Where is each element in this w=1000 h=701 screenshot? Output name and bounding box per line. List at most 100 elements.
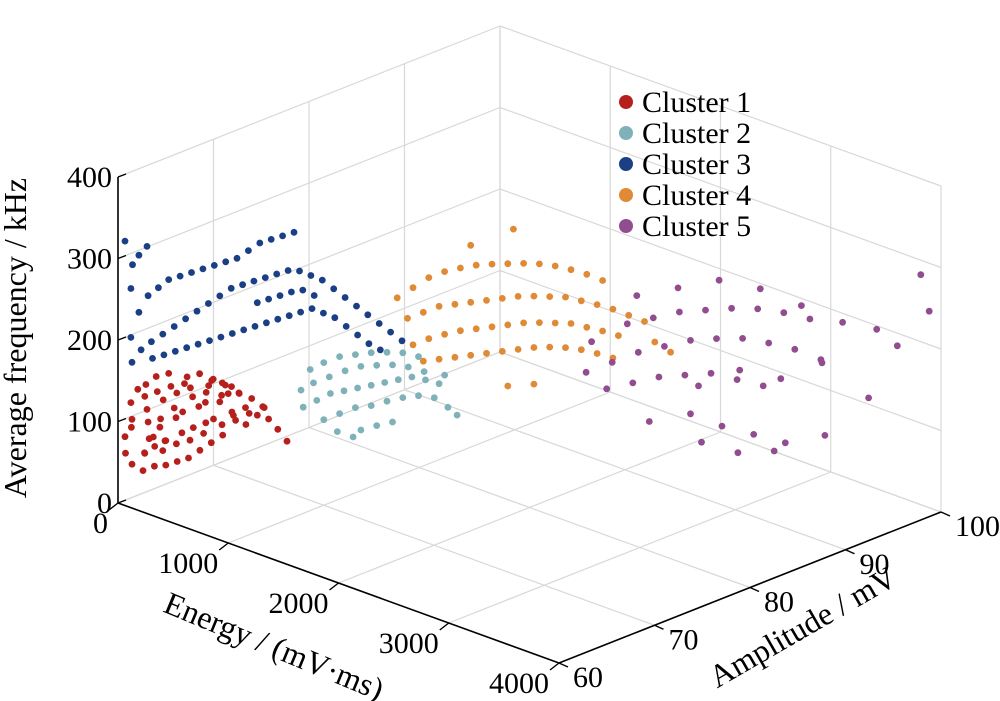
data-point: [599, 277, 606, 284]
data-point: [128, 358, 136, 366]
data-point: [170, 404, 178, 412]
y-tick-label: 80: [764, 586, 794, 619]
data-point: [137, 346, 145, 354]
data-point: [250, 277, 258, 285]
data-point: [393, 294, 401, 302]
data-point: [435, 380, 443, 388]
data-point: [288, 288, 295, 296]
data-point: [189, 393, 197, 401]
data-point: [216, 292, 224, 300]
y-tick-mark: [940, 511, 951, 517]
grid-floor-y: [404, 389, 846, 551]
data-point: [121, 433, 129, 441]
data-point: [389, 361, 396, 369]
data-point: [488, 323, 496, 331]
grid-side-z: [117, 106, 501, 260]
legend-label: Cluster 2: [642, 117, 751, 150]
data-point: [228, 330, 236, 337]
data-point: [687, 337, 694, 344]
data-point: [127, 285, 135, 292]
x-tick-label: 3000: [379, 627, 439, 660]
data-point: [357, 363, 365, 370]
data-point: [251, 323, 259, 330]
data-point: [151, 443, 159, 450]
data-point: [780, 309, 788, 317]
data-point: [777, 375, 785, 383]
data-point: [205, 300, 212, 307]
x-tick-mark: [439, 622, 450, 631]
data-point: [196, 446, 204, 454]
data-point: [661, 343, 668, 350]
data-point: [430, 394, 438, 402]
data-point: [144, 418, 152, 426]
data-point: [279, 232, 286, 240]
data-point: [276, 292, 284, 299]
data-point: [530, 292, 538, 300]
data-point: [242, 421, 250, 428]
data-point: [633, 292, 641, 299]
x-tick-mark: [549, 662, 560, 671]
data-point: [651, 338, 659, 346]
data-point: [285, 312, 293, 320]
data-point: [320, 416, 328, 424]
data-point: [195, 403, 203, 410]
legend-label: Cluster 1: [642, 86, 751, 119]
data-point: [142, 381, 150, 388]
data-point: [216, 398, 224, 406]
data-point: [399, 394, 407, 401]
data-point: [206, 337, 213, 344]
data-point: [227, 284, 235, 292]
grid-back-z: [499, 25, 942, 187]
data-point: [273, 270, 281, 278]
data-point: [707, 369, 715, 377]
data-point: [187, 384, 194, 392]
grid-side-z: [117, 269, 501, 423]
data-point: [425, 274, 433, 281]
z-tick-mark: [117, 336, 127, 341]
data-point: [698, 438, 705, 446]
data-point: [599, 327, 606, 335]
data-point: [375, 320, 383, 327]
series-2: [297, 348, 461, 441]
data-point: [173, 458, 181, 465]
data-point: [625, 311, 633, 319]
data-point: [398, 337, 406, 345]
y-tick-mark: [654, 624, 664, 630]
data-point: [373, 422, 381, 429]
grid-back-z: [499, 351, 942, 513]
data-point: [667, 348, 674, 356]
data-point: [235, 389, 243, 397]
data-point: [200, 430, 208, 437]
grid-back-z: [499, 188, 942, 350]
data-point: [210, 415, 217, 423]
data-point: [498, 348, 506, 355]
data-point: [609, 305, 617, 313]
data-point: [245, 247, 252, 255]
data-point: [718, 422, 726, 430]
data-point: [240, 326, 248, 334]
data-point: [588, 338, 595, 346]
data-point: [199, 265, 207, 273]
data-point: [173, 389, 181, 397]
data-point: [151, 462, 158, 470]
data-point: [546, 343, 554, 351]
data-point: [352, 404, 359, 411]
data-point: [399, 349, 407, 357]
data-point: [367, 402, 375, 409]
data-point: [207, 439, 215, 447]
data-point: [127, 334, 135, 341]
data-point: [754, 305, 762, 313]
data-point: [283, 437, 291, 445]
data-point: [734, 449, 742, 457]
z-tick-mark: [117, 254, 127, 260]
data-point: [389, 418, 396, 426]
data-point: [349, 433, 357, 441]
data-point: [873, 325, 881, 333]
data-point: [327, 390, 334, 397]
data-point: [562, 293, 569, 301]
data-point: [806, 315, 814, 323]
data-point: [444, 403, 452, 411]
data-point: [756, 285, 764, 293]
data-point: [674, 284, 682, 292]
z-tick-label: 400: [67, 161, 112, 194]
